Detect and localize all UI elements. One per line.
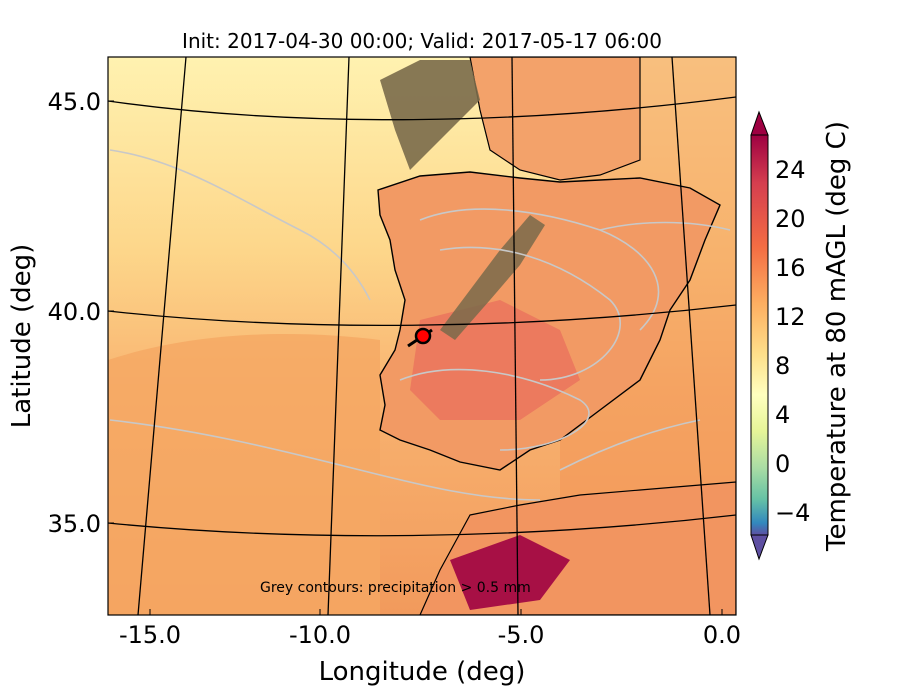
map-panel: Grey contours: precipitation > 0.5 mm (108, 57, 736, 615)
colorbar-tick: 24 (775, 156, 806, 184)
colorbar-label: Temperature at 80 mAGL (deg C) (822, 121, 852, 552)
y-tick-label: 35.0 (48, 510, 101, 538)
x-tick-label: -15.0 (119, 621, 181, 649)
x-tick-label: -10.0 (289, 621, 351, 649)
hot-spot-africa (450, 535, 570, 610)
precipitation-contours (109, 149, 731, 501)
graticule (108, 57, 736, 615)
colorbar-tick: 20 (775, 205, 806, 233)
x-tick-label: 0.0 (703, 621, 741, 649)
colorbar-tick: 8 (775, 352, 790, 380)
location-marker (407, 327, 433, 348)
colorbar-extend-low (750, 534, 769, 561)
parallel-40 (108, 304, 736, 327)
colorbar-gradient (750, 134, 769, 536)
x-axis: -15.0 -10.0 -5.0 0.0 Longitude (deg) (119, 609, 741, 687)
map-title: Init: 2017-04-30 00:00; Valid: 2017-05-1… (182, 29, 662, 53)
colorbar-tick: 0 (775, 450, 790, 478)
colorbar-tick: −4 (775, 499, 810, 527)
colorbar-tick: 16 (775, 254, 806, 282)
colorbar-tick: 4 (775, 401, 790, 429)
y-axis-label: Latitude (deg) (7, 244, 37, 429)
warm-sea-band (108, 334, 380, 615)
parallel-35 (108, 514, 736, 537)
meridian-minus-10 (327, 57, 350, 615)
terrain-shading-north (380, 60, 480, 170)
terrain-shading-ridge (440, 215, 545, 340)
axes-frame (107, 56, 737, 616)
meridian-0 (671, 57, 711, 615)
x-axis-label: Longitude (deg) (319, 657, 526, 687)
y-tick-label: 45.0 (48, 88, 101, 116)
meridian-minus-5 (511, 57, 519, 615)
y-tick-label: 40.0 (48, 298, 101, 326)
colorbar: 24 20 16 12 8 4 0 −4 Temperature at 80 m… (750, 110, 852, 561)
precipitation-annotation: Grey contours: precipitation > 0.5 mm (260, 580, 531, 596)
colorbar-tick: 12 (775, 303, 806, 331)
colorbar-extend-high (750, 110, 769, 136)
meridian-minus-15 (137, 57, 187, 615)
parallel-45 (108, 96, 736, 121)
y-axis: 45.0 40.0 35.0 Latitude (deg) (7, 88, 114, 538)
x-tick-label: -5.0 (498, 621, 545, 649)
